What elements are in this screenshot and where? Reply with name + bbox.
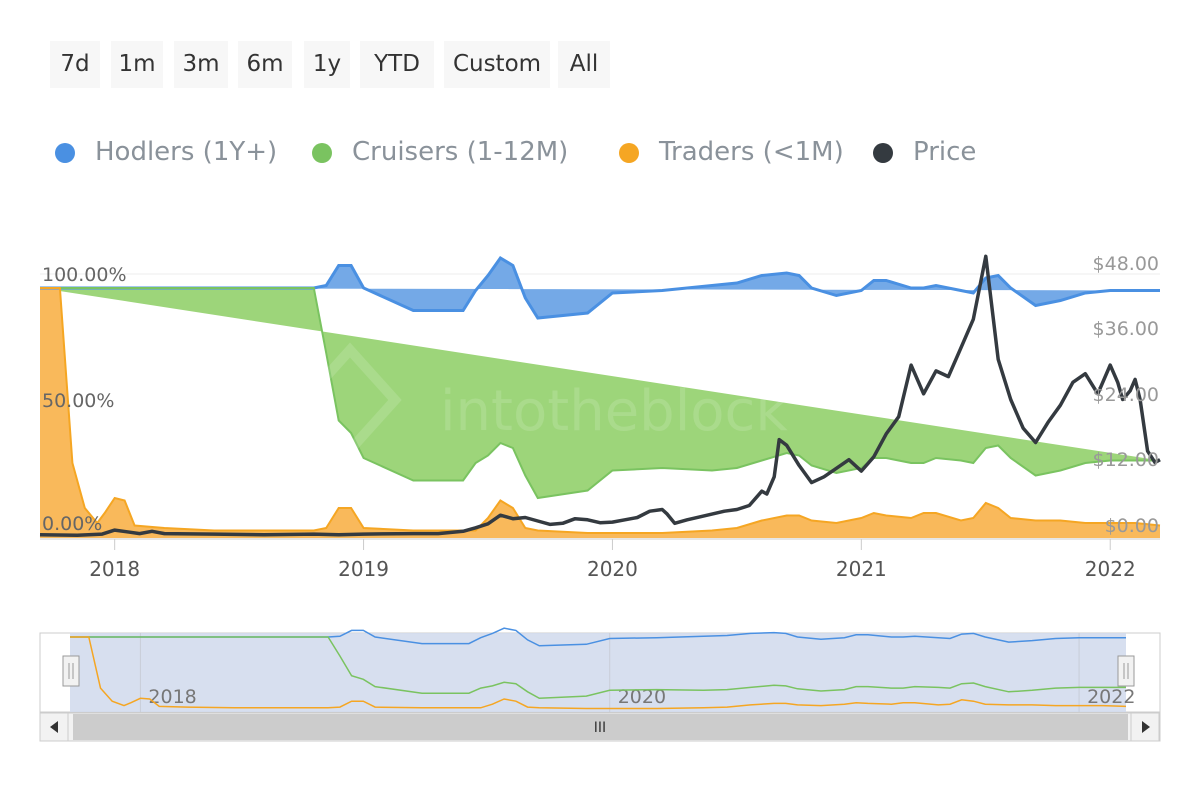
scrollbar-grip-icon: III — [594, 720, 606, 736]
x-tick-label: 2019 — [338, 557, 389, 581]
range-button-1y[interactable]: 1y — [304, 41, 350, 88]
range-button-ytd[interactable]: YTD — [360, 41, 434, 88]
navigator-selection-mask[interactable] — [70, 633, 1126, 712]
legend-marker-cruisers — [312, 143, 332, 163]
range-button-all[interactable]: All — [558, 41, 610, 88]
x-tick-label: 2020 — [587, 557, 638, 581]
arrow-left-icon — [50, 721, 58, 733]
navigator-left-handle[interactable] — [62, 655, 80, 687]
navigator-cruisers-line — [70, 636, 1126, 700]
x-tick-label: 2021 — [836, 557, 887, 581]
y-left-tick-label: 0.00% — [42, 513, 102, 535]
watermark-text: intotheblock — [440, 379, 788, 444]
navigator-traders-line — [70, 636, 1127, 710]
y-left-tick-label: 100.00% — [42, 264, 127, 286]
y-right-tick-label: $12.00 — [1093, 449, 1159, 471]
y-right-tick-label: $24.00 — [1093, 384, 1159, 406]
legend-label-traders: Traders (<1M) — [659, 137, 844, 167]
range-button-custom[interactable]: Custom — [444, 41, 550, 88]
y-right-tick-label: $36.00 — [1093, 318, 1159, 340]
arrow-right-icon — [1142, 721, 1150, 733]
legend-label-price: Price — [913, 137, 977, 167]
x-tick-label: 2018 — [89, 557, 140, 581]
scroll-left-button[interactable] — [39, 712, 69, 742]
y-right-tick-label: $0.00 — [1105, 515, 1159, 537]
legend-label-cruisers: Cruisers (1-12M) — [352, 137, 569, 167]
legend-marker-hodlers — [55, 143, 75, 163]
scrollbar-thumb[interactable] — [73, 714, 1128, 740]
legend-marker-traders — [619, 143, 639, 163]
range-button-3m[interactable]: 3m — [174, 41, 228, 88]
x-tick-label: 2022 — [1085, 557, 1136, 581]
traders-line — [40, 287, 1161, 534]
legend-label-hodlers: Hodlers (1Y+) — [95, 137, 278, 167]
navigator-tick-label: 2020 — [618, 686, 666, 708]
watermark-logo-icon — [298, 342, 402, 458]
price-line — [39, 254, 1161, 538]
y-left-tick-label: 50.00% — [42, 390, 114, 412]
navigator-tick-label: 2022 — [1087, 686, 1135, 708]
legend-marker-price — [873, 143, 893, 163]
range-button-1m[interactable]: 1m — [111, 41, 163, 88]
y-right-tick-label: $48.00 — [1093, 253, 1159, 275]
navigator-right-handle[interactable] — [1117, 655, 1135, 687]
navigator-tick-label: 2018 — [148, 686, 196, 708]
range-button-6m[interactable]: 6m — [238, 41, 292, 88]
scroll-right-button[interactable] — [1130, 712, 1160, 742]
range-button-7d[interactable]: 7d — [50, 41, 100, 88]
cruisers-line — [40, 287, 1160, 500]
